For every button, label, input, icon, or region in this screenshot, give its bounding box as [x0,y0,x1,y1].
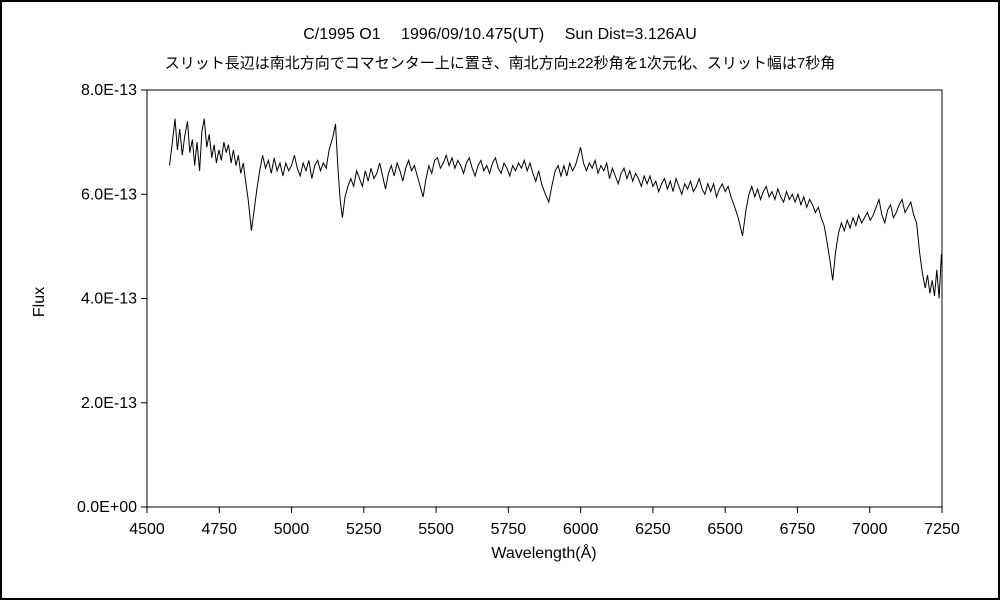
chart-subtitle: スリット長辺は南北方向でコマセンター上に置き、南北方向±22秒角を1次元化、スリ… [164,55,836,72]
x-tick-label: 4500 [129,521,165,538]
x-tick-label: 6000 [563,521,599,538]
x-tick-label: 6500 [707,521,743,538]
x-tick-label: 5500 [418,521,454,538]
y-tick-label: 8.0E-13 [81,82,137,99]
chart-title: C/1995 O1 1996/09/10.475(UT) Sun Dist=3.… [303,26,697,43]
x-tick-label: 7000 [852,521,888,538]
y-tick-label: 0.0E+00 [77,499,137,516]
x-tick-label: 4750 [201,521,237,538]
x-tick-label: 5750 [491,521,527,538]
spectrum-line [169,118,942,299]
x-tick-label: 6250 [635,521,671,538]
y-tick-label: 4.0E-13 [81,291,137,308]
x-tick-label: 6750 [780,521,816,538]
x-axis-title: Wavelength(Å) [491,545,597,562]
plot-frame [146,89,943,508]
y-tick-label: 2.0E-13 [81,395,137,412]
x-tick-label: 7250 [924,521,960,538]
x-tick-label: 5250 [346,521,382,538]
y-tick-label: 6.0E-13 [81,186,137,203]
x-tick-label: 5000 [274,521,310,538]
